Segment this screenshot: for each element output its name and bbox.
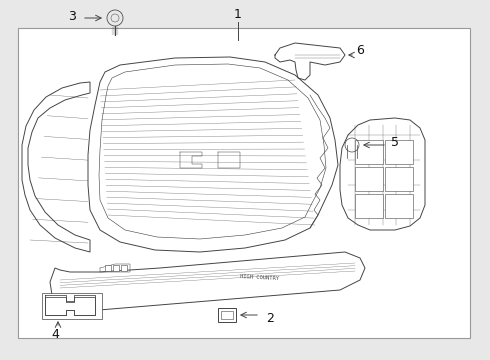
Bar — [105, 265, 111, 271]
Bar — [385, 194, 413, 218]
Text: HIGH COUNTRY: HIGH COUNTRY — [241, 274, 280, 282]
Bar — [221, 311, 233, 319]
Bar — [385, 167, 413, 191]
Bar — [218, 308, 236, 322]
Bar — [355, 167, 383, 191]
Text: 1: 1 — [234, 8, 242, 21]
Bar — [355, 194, 383, 218]
Bar — [355, 140, 383, 164]
Bar — [42, 293, 102, 319]
Bar — [121, 265, 127, 271]
Text: 4: 4 — [51, 328, 59, 342]
Bar — [18, 28, 470, 338]
Text: 3: 3 — [68, 9, 76, 22]
Bar — [385, 140, 413, 164]
Text: 5: 5 — [391, 136, 399, 149]
Text: 6: 6 — [356, 44, 364, 57]
Bar — [113, 265, 119, 271]
Text: 2: 2 — [266, 311, 274, 324]
